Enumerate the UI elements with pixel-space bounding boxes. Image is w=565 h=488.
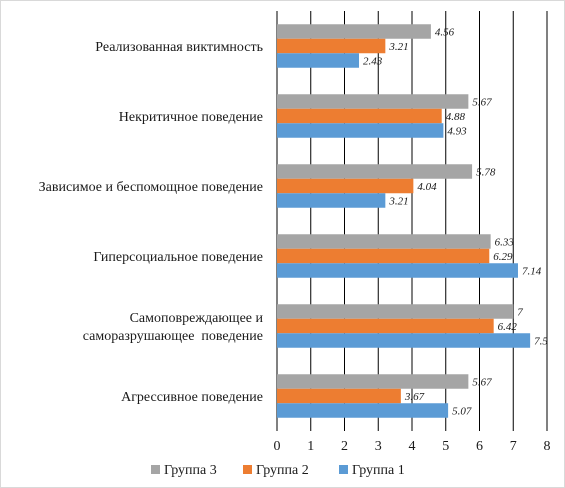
bar bbox=[277, 248, 490, 264]
x-tick-label: 5 bbox=[442, 439, 449, 454]
data-label: 6.29 bbox=[493, 251, 513, 263]
legend-label: Группа 2 bbox=[256, 463, 309, 478]
data-label: 5.78 bbox=[476, 167, 496, 179]
legend-swatch bbox=[151, 465, 160, 474]
legend: Группа 3 Группа 2 Группа 1 bbox=[151, 463, 405, 478]
data-label: 4.56 bbox=[435, 27, 455, 39]
x-tick-label: 4 bbox=[409, 439, 416, 454]
category-label: Гиперсоциальное поведение bbox=[93, 250, 263, 265]
bar bbox=[277, 263, 518, 278]
data-label: 5.07 bbox=[452, 406, 472, 418]
x-tick-label: 0 bbox=[274, 439, 281, 454]
category-label: саморазрушающее поведение bbox=[83, 329, 263, 344]
data-label: 5.67 bbox=[472, 97, 492, 109]
x-axis-ticks: 0 1 2 3 4 5 6 7 8 bbox=[274, 439, 551, 454]
data-label: 7 bbox=[517, 307, 523, 319]
gridlines bbox=[276, 11, 548, 431]
bar bbox=[277, 53, 360, 68]
data-labels: 4.56 3.21 2.43 5.67 4.88 4.93 5.78 4.04 3.21 6.33… bbox=[363, 27, 548, 418]
bar bbox=[277, 164, 473, 179]
bar bbox=[277, 94, 469, 109]
bar bbox=[277, 24, 431, 39]
x-tick-label: 8 bbox=[544, 439, 551, 454]
bar bbox=[277, 123, 444, 138]
data-label: 3.21 bbox=[388, 41, 408, 53]
category-label: Реализованная виктимность bbox=[95, 40, 263, 55]
bars bbox=[277, 24, 531, 418]
data-label: 6.33 bbox=[495, 237, 515, 249]
data-label: 7.14 bbox=[522, 266, 542, 278]
bar bbox=[277, 374, 469, 389]
category-label: Некритичное поведение bbox=[119, 110, 263, 125]
category-labels: Реализованная виктимность Некритичное пов… bbox=[39, 40, 264, 405]
x-tick-label: 3 bbox=[375, 439, 382, 454]
data-label: 3.67 bbox=[404, 391, 425, 403]
bar bbox=[277, 333, 531, 348]
data-label: 4.93 bbox=[447, 126, 467, 138]
x-tick-label: 6 bbox=[476, 439, 483, 454]
bar bbox=[277, 178, 414, 194]
x-tick-label: 7 bbox=[510, 439, 517, 454]
x-tick-label: 2 bbox=[341, 439, 348, 454]
bar bbox=[277, 108, 442, 124]
category-label: Самоповреждающее и bbox=[130, 311, 264, 326]
bar bbox=[277, 403, 449, 418]
category-label: Агрессивное поведение bbox=[121, 390, 263, 405]
bar bbox=[277, 304, 514, 319]
legend-swatch bbox=[339, 465, 348, 474]
data-label: 5.67 bbox=[472, 377, 492, 389]
bar bbox=[277, 388, 401, 404]
data-label: 2.43 bbox=[363, 56, 383, 68]
category-label: Зависимое и беспомощное поведение bbox=[39, 180, 263, 195]
legend-label: Группа 3 bbox=[164, 463, 217, 478]
bar bbox=[277, 38, 386, 54]
data-label: 6.42 bbox=[498, 321, 518, 333]
data-label: 7.5 bbox=[534, 336, 548, 348]
x-tick-label: 1 bbox=[307, 439, 314, 454]
data-label: 4.04 bbox=[417, 181, 437, 193]
data-label: 4.88 bbox=[446, 111, 466, 123]
legend-label: Группа 1 bbox=[352, 463, 405, 478]
bar bbox=[277, 193, 386, 208]
data-label: 3.21 bbox=[388, 196, 408, 208]
bar bbox=[277, 234, 491, 249]
legend-swatch bbox=[243, 465, 252, 474]
bar bbox=[277, 318, 494, 334]
